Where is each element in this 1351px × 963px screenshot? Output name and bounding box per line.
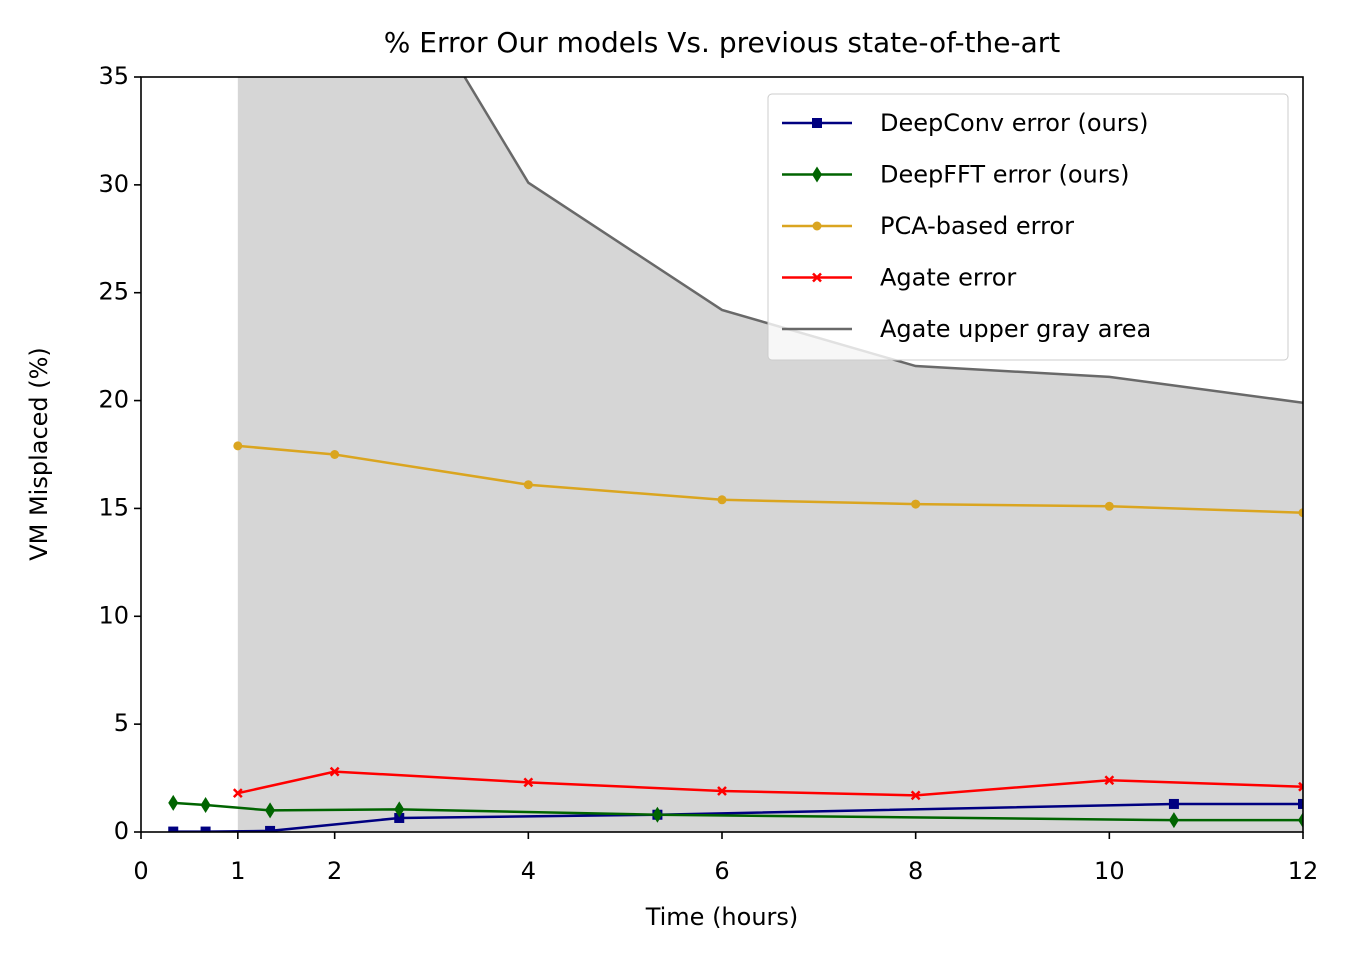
y-tick-label: 15 <box>98 493 129 521</box>
marker <box>168 794 179 811</box>
y-axis-label: VM Misplaced (%) <box>25 347 53 561</box>
marker <box>394 812 405 823</box>
legend-marker <box>812 118 822 128</box>
marker <box>1298 812 1303 829</box>
x-tick-label: 4 <box>521 857 536 885</box>
legend-label: Agate error <box>880 264 1016 292</box>
marker <box>717 786 727 796</box>
marker <box>717 495 727 505</box>
marker <box>911 499 921 509</box>
legend-label: Agate upper gray area <box>880 315 1151 343</box>
marker <box>1298 781 1303 792</box>
x-axis-label: Time (hours) <box>645 903 799 931</box>
legend-marker <box>812 272 822 283</box>
legend-marker <box>812 166 822 183</box>
marker <box>330 450 340 459</box>
marker <box>265 825 276 832</box>
y-tick-label: 30 <box>98 170 129 198</box>
marker <box>652 806 663 823</box>
plot-area <box>168 77 1303 832</box>
shaded-area <box>237 77 1303 832</box>
x-tick-label: 8 <box>908 857 923 885</box>
marker <box>329 766 340 777</box>
y-tick-label: 10 <box>98 601 129 629</box>
y-tick-label: 25 <box>98 278 129 306</box>
x-tick-label: 1 <box>230 857 245 885</box>
chart-title: % Error Our models Vs. previous state-of… <box>384 26 1061 59</box>
y-tick-label: 35 <box>98 62 129 90</box>
marker <box>1104 775 1115 786</box>
marker <box>523 480 533 490</box>
marker <box>233 441 243 451</box>
x-tick-label: 12 <box>1288 857 1319 885</box>
marker <box>1168 812 1179 829</box>
marker <box>1298 508 1303 518</box>
x-tick-label: 10 <box>1094 857 1125 885</box>
marker <box>200 797 211 814</box>
series-line <box>463 77 1303 404</box>
y-tick-label: 20 <box>98 386 129 414</box>
marker <box>523 777 534 788</box>
marker <box>168 826 179 832</box>
legend-marker <box>812 221 822 231</box>
marker <box>200 826 211 832</box>
legend-label: DeepFFT error (ours) <box>880 161 1129 189</box>
x-tick-label: 0 <box>133 857 148 885</box>
legend-label: PCA-based error <box>880 212 1074 240</box>
marker <box>1104 501 1114 511</box>
legend-box <box>767 93 1289 361</box>
y-tick-label: 0 <box>114 817 129 845</box>
x-tick-label: 2 <box>327 857 342 885</box>
marker <box>394 801 405 818</box>
marker <box>910 790 921 801</box>
marker <box>1298 798 1303 809</box>
marker <box>232 788 243 799</box>
marker <box>1168 798 1179 809</box>
legend-label: DeepConv error (ours) <box>880 109 1148 137</box>
marker <box>265 802 276 819</box>
x-tick-label: 6 <box>714 857 729 885</box>
y-tick-label: 5 <box>114 709 129 737</box>
